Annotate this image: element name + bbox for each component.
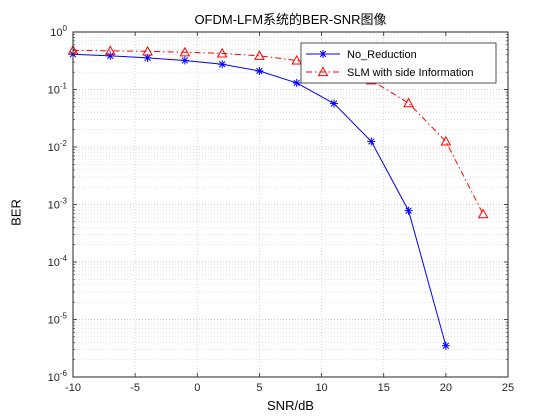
series-1-point xyxy=(367,137,376,146)
series-layer xyxy=(67,44,489,350)
series-2-point xyxy=(142,45,153,56)
y-tick-label: 10-1 xyxy=(48,82,68,97)
y-tick-label: 10-2 xyxy=(48,139,68,154)
x-tick-labels: -10 -5 0 5 10 15 20 25 xyxy=(65,382,514,394)
minor-grid xyxy=(73,34,508,360)
series-2-point xyxy=(403,97,414,108)
series-1-point xyxy=(441,341,450,350)
series-2-point xyxy=(254,50,265,60)
x-tick-label: 25 xyxy=(502,382,514,394)
series-1-point xyxy=(404,206,413,215)
x-tick-label: 15 xyxy=(378,382,390,394)
series-1-point xyxy=(292,78,301,87)
series-1-point xyxy=(255,66,264,75)
y-tick-labels: 100 10-1 10-2 10-3 10-4 10-5 10-6 xyxy=(48,24,68,384)
series-2-point xyxy=(216,47,228,58)
series-1-point xyxy=(218,60,227,69)
y-tick-label: 10-6 xyxy=(48,369,68,384)
series-1-point xyxy=(330,99,338,108)
y-axis-label: BER xyxy=(8,199,24,226)
chart-title: OFDM-LFM系统的BER-SNR图像 xyxy=(194,12,387,27)
series-line-2 xyxy=(72,49,484,215)
y-tick-label: 100 xyxy=(50,24,67,39)
legend-box xyxy=(300,42,497,84)
y-tick-label: 10-4 xyxy=(48,254,68,269)
series-2-point xyxy=(291,54,303,65)
series-1-point xyxy=(180,56,189,65)
legend-label-2: SLM with side Information xyxy=(347,67,474,79)
series-1-point xyxy=(106,51,115,60)
legend-label-1: No_Reduction xyxy=(347,49,417,61)
x-tick-label: 5 xyxy=(256,382,262,394)
x-axis-label: SNR/dB xyxy=(267,398,314,413)
legend-marker-1 xyxy=(319,50,327,58)
series-2-point xyxy=(104,45,116,55)
x-tick-label: 10 xyxy=(315,382,327,394)
axis-ticks xyxy=(72,31,509,378)
series-2-point xyxy=(477,208,489,219)
y-tick-label: 10-3 xyxy=(48,197,68,212)
legend: No_Reduction SLM with side Information xyxy=(300,42,497,84)
legend-marker-2 xyxy=(317,66,329,77)
series-2-point xyxy=(179,46,191,57)
x-tick-label: 0 xyxy=(194,382,200,394)
series-2-point xyxy=(440,135,452,146)
x-tick-label: -5 xyxy=(130,382,140,394)
y-tick-label: 10-5 xyxy=(48,312,68,327)
x-tick-label: 20 xyxy=(440,382,452,394)
x-tick-label: -10 xyxy=(65,382,81,394)
